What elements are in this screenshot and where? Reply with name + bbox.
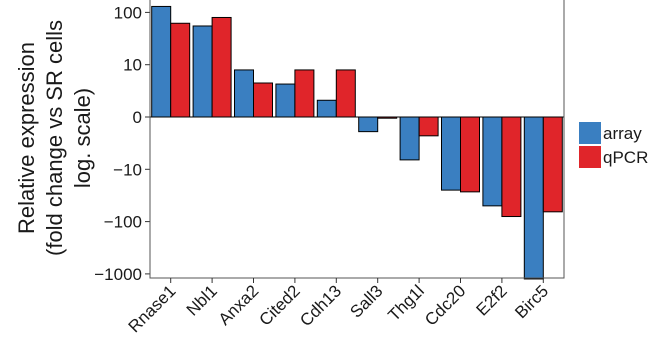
- bar-array-nbl1: [192, 25, 213, 118]
- bar-array-cited2: [275, 83, 296, 118]
- bar-qpcr-rnase1: [170, 22, 191, 118]
- y-axis-title-line: (fold change vs SR cells: [42, 20, 67, 256]
- bar-array-anxa2: [234, 69, 254, 118]
- y-tick-label: 10: [123, 56, 142, 75]
- x-tick-label-rnase1: Rnase1: [125, 281, 180, 336]
- bar-qpcr-cdh13: [335, 69, 356, 118]
- legend-swatch-qpcr: [579, 146, 601, 168]
- bar-qpcr-cdc20: [460, 116, 480, 193]
- y-tick-label: −10: [113, 160, 142, 179]
- bar-array-sall3: [358, 116, 379, 133]
- y-tick-label: −1000: [94, 265, 142, 284]
- bar-array-birc5: [523, 116, 544, 280]
- bar-array-rnase1: [151, 5, 172, 118]
- y-tick-label: 100: [114, 3, 142, 22]
- x-tick-label-cdh13: Cdh13: [296, 281, 345, 330]
- x-tick-label-cdc20: Cdc20: [421, 281, 469, 329]
- x-tick-label-cited2: Cited2: [256, 281, 304, 329]
- bar-qpcr-e2f2: [501, 116, 522, 218]
- legend-swatch-array: [579, 122, 601, 144]
- bar-qpcr-cited2: [294, 69, 315, 118]
- legend: array qPCR: [579, 122, 648, 168]
- bar-qpcr-thg1l: [418, 116, 439, 137]
- bar-array-thg1l: [399, 116, 420, 161]
- bar-array-cdh13: [316, 99, 337, 118]
- y-axis-title-line: log. scale): [70, 88, 95, 188]
- bar-array-cdc20: [441, 116, 461, 191]
- y-tick-label: 0: [133, 108, 142, 127]
- bar-qpcr-nbl1: [211, 16, 232, 118]
- y-tick-label: −100: [104, 213, 142, 232]
- legend-label-array: array: [603, 124, 642, 143]
- x-tick-label-sall3: Sall3: [346, 281, 386, 321]
- x-tick-label-anxa2: Anxa2: [215, 281, 263, 329]
- bar-qpcr-anxa2: [253, 82, 273, 118]
- y-axis-title-line: Relative expression: [14, 42, 39, 234]
- plot-panel: [149, 0, 565, 279]
- y-axis-title: Relative expression (fold change vs SR ce…: [14, 20, 95, 256]
- bar-array-e2f2: [482, 116, 503, 207]
- bar-qpcr-birc5: [542, 116, 563, 213]
- legend-label-qpcr: qPCR: [603, 148, 648, 167]
- x-tick-label-thg1l: Thg1l: [384, 281, 428, 325]
- x-tick-label-birc5: Birc5: [511, 281, 552, 322]
- x-tick-label-e2f2: E2f2: [473, 281, 511, 319]
- bars: [151, 5, 563, 280]
